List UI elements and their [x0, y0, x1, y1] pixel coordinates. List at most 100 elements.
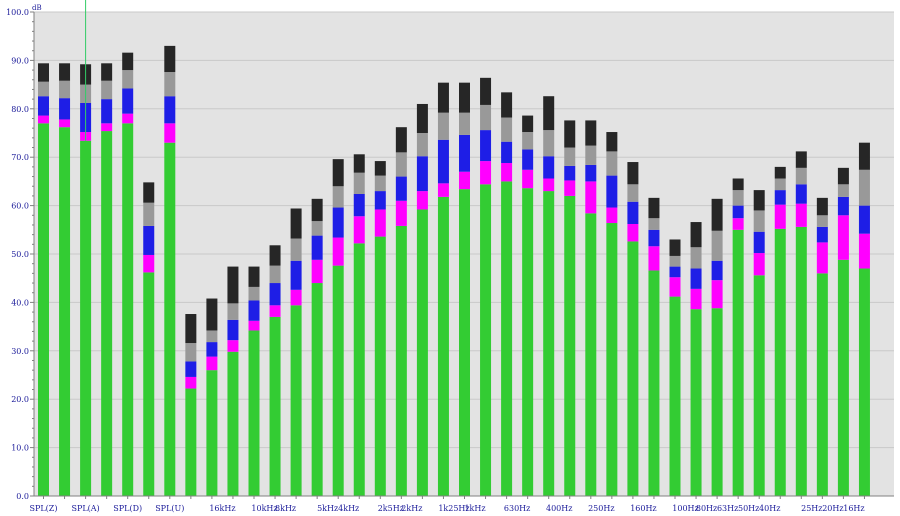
- bar-stack[interactable]: [290, 208, 302, 496]
- bar-stack[interactable]: [690, 222, 702, 496]
- bar-stack[interactable]: [374, 161, 386, 497]
- bar-stack[interactable]: [101, 63, 113, 496]
- bar-segment-layer-4: [332, 186, 344, 208]
- bar-segment-layer-1: [332, 265, 344, 496]
- bar-segment-layer-5: [416, 103, 428, 133]
- bar-stack[interactable]: [185, 314, 197, 496]
- bar-stack[interactable]: [416, 103, 428, 497]
- bar-segment-layer-5: [564, 120, 576, 148]
- bar-stack[interactable]: [732, 178, 744, 497]
- bar-segment-layer-5: [459, 82, 470, 113]
- bar-stack[interactable]: [38, 63, 49, 496]
- bar-segment-layer-4: [248, 286, 260, 301]
- bar-stack[interactable]: [585, 120, 597, 496]
- bar-stack[interactable]: [206, 298, 218, 496]
- bar-segment-layer-5: [164, 45, 176, 73]
- x-tick-label: 16kHz: [209, 504, 235, 513]
- bar-segment-layer-3: [38, 96, 49, 116]
- bar-stack[interactable]: [480, 77, 492, 496]
- bar-segment-layer-3: [185, 361, 197, 377]
- bar-stack[interactable]: [248, 266, 260, 496]
- bar-segment-layer-5: [543, 96, 555, 131]
- bar-stack[interactable]: [269, 245, 281, 496]
- bar-segment-layer-5: [774, 166, 786, 179]
- x-tick-label: 400Hz: [546, 504, 572, 513]
- bar-stack[interactable]: [311, 198, 323, 496]
- bar-segment-layer-1: [795, 226, 807, 496]
- bar-segment-layer-5: [122, 52, 134, 71]
- bar-segment-layer-1: [185, 388, 197, 496]
- bar-stack[interactable]: [395, 127, 407, 497]
- bar-segment-layer-1: [711, 308, 723, 496]
- y-tick-label: 50.0: [11, 250, 29, 259]
- bar-segment-layer-2: [858, 233, 870, 269]
- bar-stack[interactable]: [795, 151, 807, 496]
- bar-segment-layer-2: [59, 119, 71, 128]
- bar-stack[interactable]: [858, 142, 870, 496]
- x-tick-label: 2kHz: [401, 504, 422, 513]
- bar-segment-layer-3: [227, 319, 239, 341]
- bar-segment-layer-1: [122, 123, 134, 496]
- bar-stack[interactable]: [648, 197, 660, 496]
- bar-segment-layer-4: [290, 238, 302, 261]
- bar-segment-layer-3: [269, 283, 281, 306]
- bar-stack[interactable]: [437, 82, 449, 496]
- bar-segment-layer-5: [143, 182, 155, 203]
- bar-stack[interactable]: [459, 82, 470, 497]
- x-tick-label: 5kHz: [317, 504, 338, 513]
- bar-segment-layer-5: [627, 162, 639, 185]
- x-tick-label: 160Hz: [630, 504, 656, 513]
- bar-segment-layer-3: [732, 205, 744, 219]
- bar-stack[interactable]: [711, 198, 723, 496]
- bar-segment-layer-5: [711, 198, 723, 231]
- bar-stack[interactable]: [564, 120, 576, 497]
- bar-stack[interactable]: [669, 239, 681, 496]
- bar-segment-layer-2: [395, 200, 407, 226]
- bar-segment-layer-2: [332, 237, 344, 266]
- bar-stack[interactable]: [774, 166, 786, 496]
- bar-stack[interactable]: [816, 197, 828, 496]
- bar-stack[interactable]: [522, 115, 534, 496]
- x-tick-label: SPL(U): [155, 504, 184, 513]
- bar-segment-layer-3: [248, 300, 260, 321]
- bar-segment-layer-2: [122, 113, 134, 124]
- bar-segment-layer-1: [480, 184, 492, 496]
- bar-stacks[interactable]: [38, 45, 870, 497]
- bar-segment-layer-3: [585, 164, 597, 182]
- bar-segment-layer-5: [227, 266, 239, 304]
- bar-segment-layer-5: [38, 63, 49, 82]
- y-tick-label: 40.0: [11, 298, 29, 307]
- bar-segment-layer-1: [290, 305, 302, 496]
- bar-segment-layer-2: [648, 246, 660, 271]
- bar-stack[interactable]: [501, 92, 513, 496]
- x-tick-label: 4kHz: [338, 504, 359, 513]
- bar-stack[interactable]: [164, 45, 176, 496]
- bar-segment-layer-3: [164, 96, 176, 124]
- bar-stack[interactable]: [543, 96, 555, 496]
- bar-segment-layer-3: [290, 260, 302, 290]
- bar-segment-layer-1: [59, 127, 71, 496]
- bar-segment-layer-5: [395, 127, 407, 153]
- bar-stack[interactable]: [122, 52, 134, 496]
- bar-segment-layer-1: [669, 296, 681, 496]
- bar-segment-layer-1: [627, 241, 639, 496]
- bar-segment-layer-4: [774, 178, 786, 191]
- bar-segment-layer-2: [480, 161, 492, 185]
- bar-segment-layer-1: [395, 225, 407, 497]
- bar-segment-layer-5: [101, 63, 113, 81]
- bar-segment-layer-1: [648, 270, 660, 496]
- bar-stack[interactable]: [353, 154, 365, 496]
- bar-stack[interactable]: [227, 266, 239, 496]
- bar-segment-layer-3: [522, 149, 534, 170]
- bar-segment-layer-4: [416, 133, 428, 157]
- bar-stack[interactable]: [606, 132, 618, 497]
- bar-segment-layer-4: [143, 202, 155, 226]
- bar-stack[interactable]: [143, 182, 155, 496]
- bar-stack[interactable]: [837, 167, 849, 496]
- bar-stack[interactable]: [627, 162, 639, 496]
- bar-stack[interactable]: [332, 159, 344, 496]
- bar-stack[interactable]: [59, 63, 71, 496]
- bar-segment-layer-4: [185, 343, 197, 362]
- bar-segment-layer-5: [732, 178, 744, 191]
- bar-stack[interactable]: [753, 190, 765, 496]
